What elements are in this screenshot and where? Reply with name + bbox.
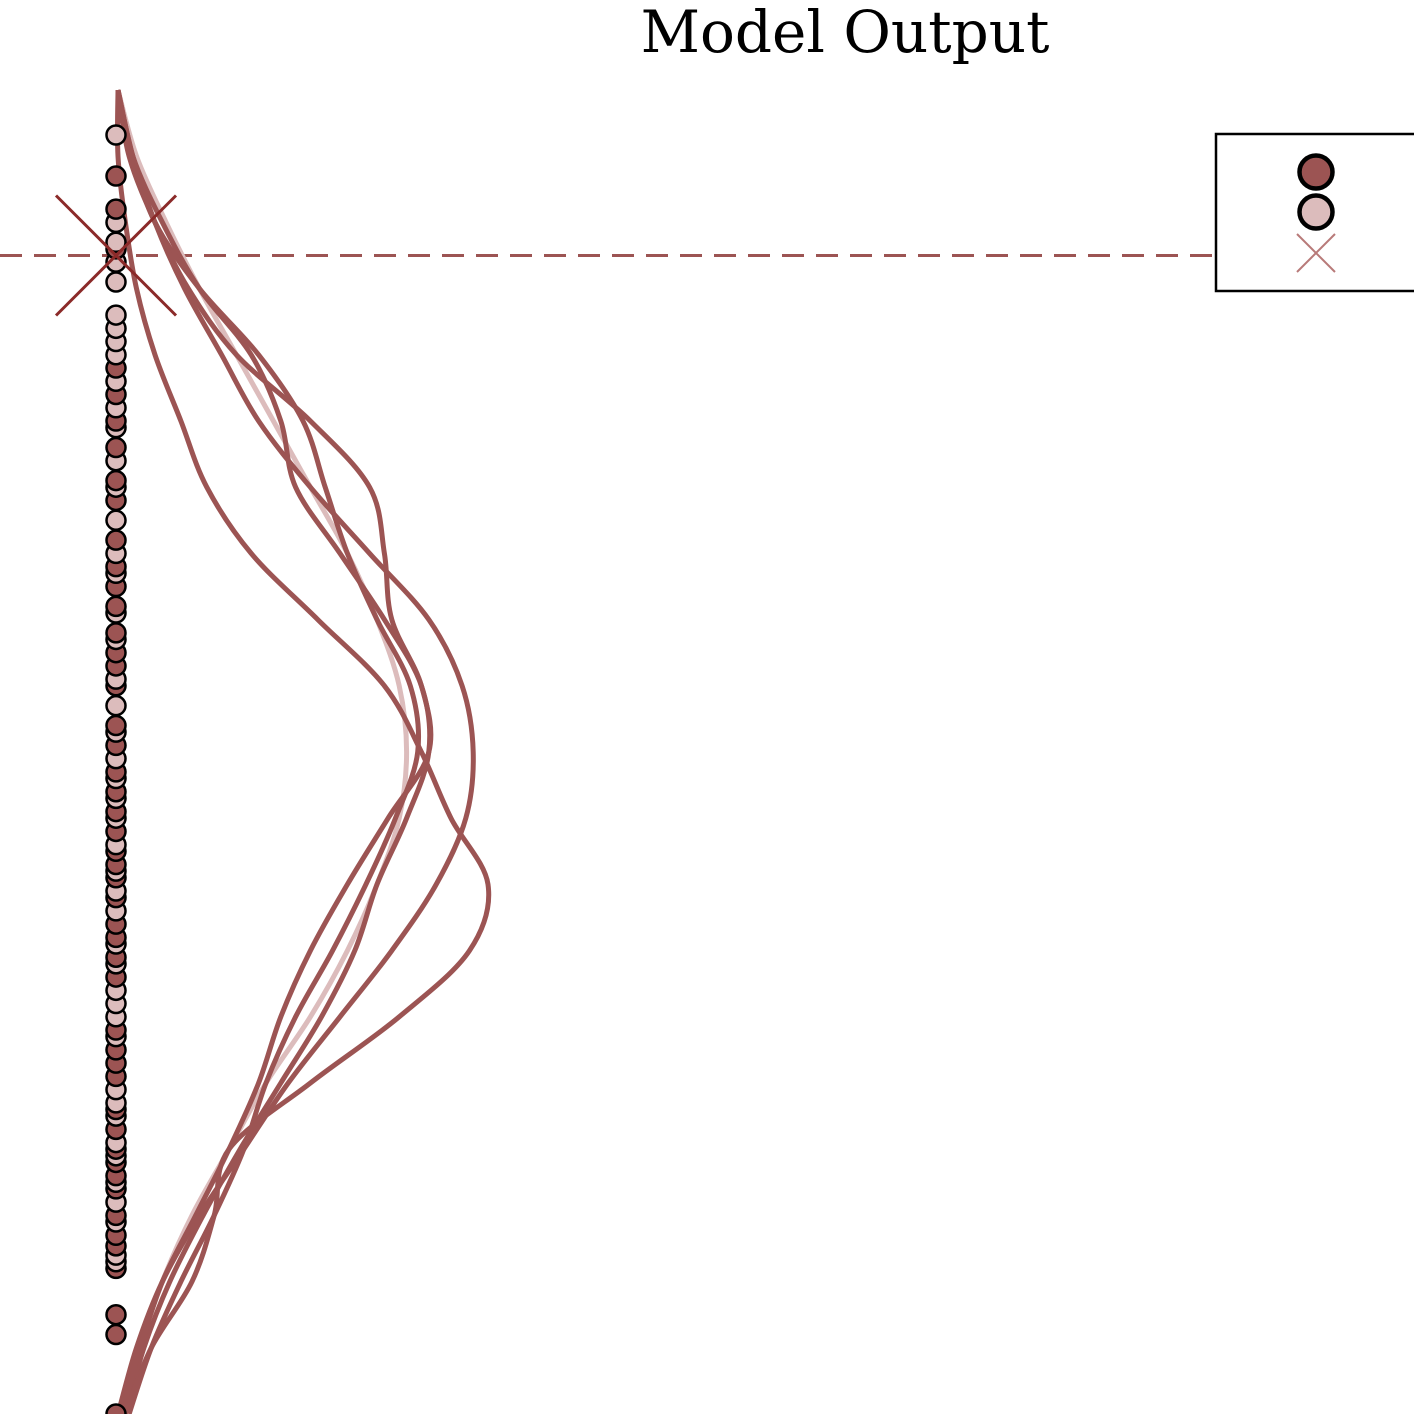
data-point-light — [105, 509, 127, 532]
density-curve-1 — [115, 89, 410, 1414]
data-point-dark — [105, 1323, 127, 1346]
data-point-light — [105, 271, 127, 293]
data-point-dark — [105, 469, 127, 492]
density-curve-4 — [114, 89, 492, 1414]
data-point-dark — [105, 1403, 127, 1414]
true-value-marker-stroke — [54, 194, 178, 317]
legend-marker-x — [1296, 233, 1336, 273]
chart-title: Model Output — [641, 0, 1050, 66]
data-point-dark — [105, 1303, 127, 1326]
legend-marker-circle-1 — [1297, 153, 1335, 191]
data-point-dark — [105, 529, 127, 551]
data-point-dark — [105, 198, 127, 220]
density-curves — [114, 89, 492, 1414]
data-point-light — [105, 124, 127, 146]
density-curve-5 — [115, 89, 422, 1414]
data-point-dark — [105, 165, 127, 187]
legend — [1214, 132, 1414, 293]
data-point-dark — [105, 622, 127, 644]
data-point-dark — [105, 436, 127, 459]
density-curve-2 — [115, 89, 433, 1414]
data-points — [105, 124, 127, 1414]
legend-marker-circle-2 — [1297, 193, 1335, 231]
data-point-dark — [105, 714, 127, 737]
data-point-light — [105, 304, 127, 326]
density-curve-6 — [115, 89, 434, 1414]
true-value-marker-layer — [54, 194, 178, 317]
data-point-dark — [105, 595, 127, 618]
data-point-light — [105, 694, 127, 717]
